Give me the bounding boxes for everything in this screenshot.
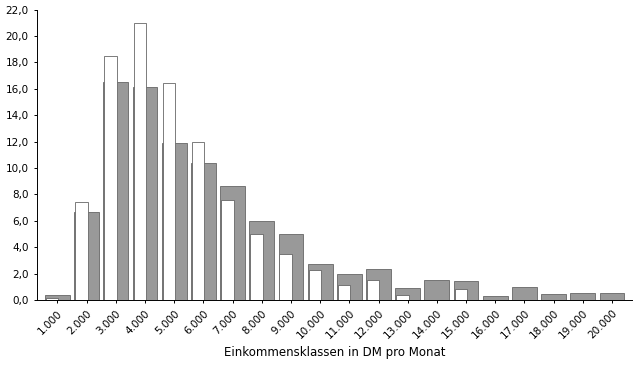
- Bar: [337, 273, 362, 300]
- Bar: [105, 56, 117, 300]
- Bar: [133, 88, 158, 300]
- Bar: [512, 287, 537, 300]
- Bar: [191, 163, 216, 300]
- Bar: [483, 296, 508, 300]
- Bar: [279, 254, 292, 300]
- Bar: [366, 269, 391, 300]
- Bar: [600, 293, 625, 300]
- Bar: [249, 221, 274, 300]
- Bar: [396, 288, 420, 300]
- Bar: [250, 234, 263, 300]
- Bar: [279, 234, 303, 300]
- Bar: [570, 293, 595, 300]
- Bar: [45, 295, 70, 300]
- Bar: [424, 280, 449, 300]
- Bar: [338, 285, 350, 300]
- Bar: [454, 281, 478, 300]
- Bar: [133, 23, 146, 300]
- Bar: [74, 211, 99, 300]
- Bar: [46, 298, 59, 300]
- Bar: [308, 264, 332, 300]
- Bar: [396, 295, 409, 300]
- Bar: [309, 270, 321, 300]
- Bar: [455, 289, 467, 300]
- Bar: [220, 187, 245, 300]
- X-axis label: Einkommensklassen in DM pro Monat: Einkommensklassen in DM pro Monat: [224, 346, 445, 360]
- Bar: [75, 202, 87, 300]
- Bar: [367, 280, 380, 300]
- Bar: [163, 84, 175, 300]
- Bar: [103, 82, 128, 300]
- Bar: [541, 294, 566, 300]
- Bar: [192, 142, 204, 300]
- Bar: [221, 200, 234, 300]
- Bar: [162, 143, 186, 300]
